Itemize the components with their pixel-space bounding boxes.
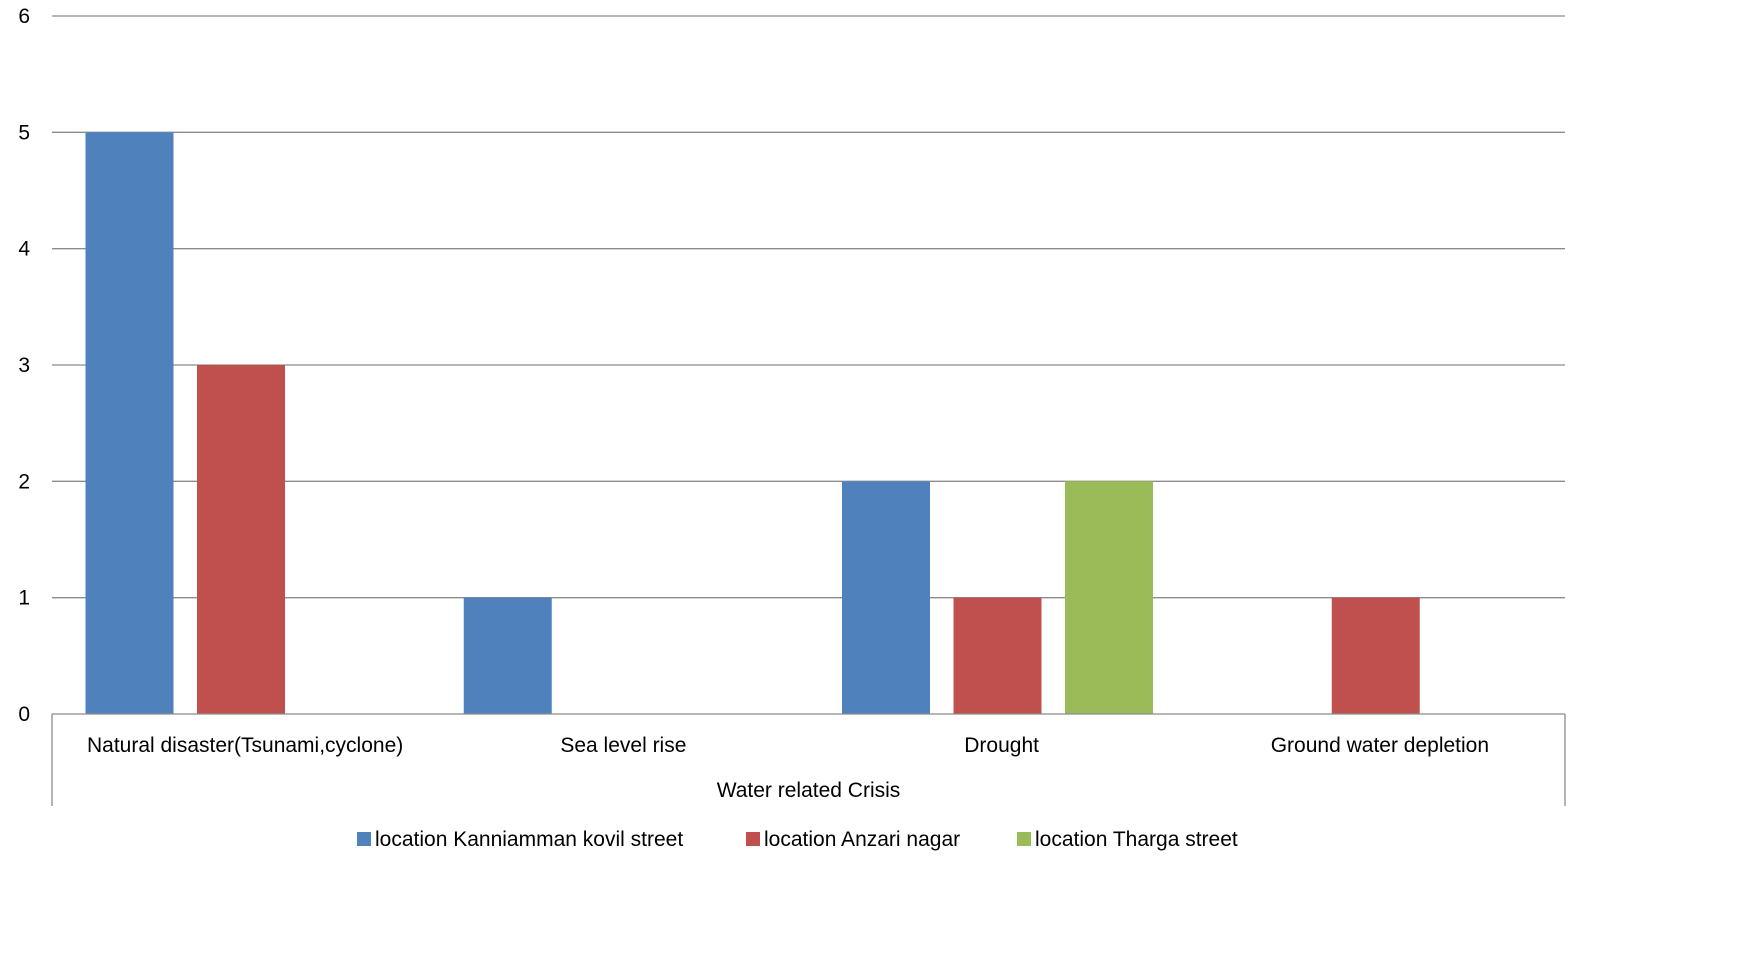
y-tick-label: 2: [18, 470, 30, 493]
y-tick-label: 6: [18, 5, 30, 28]
category-label: Natural disaster(Tsunami,cyclone): [87, 734, 403, 757]
legend-swatch: [1017, 832, 1031, 846]
bar: [197, 365, 285, 714]
bar: [1331, 597, 1420, 714]
bar: [953, 597, 1042, 714]
axes: [51, 713, 1566, 806]
y-tick-label: 3: [18, 354, 30, 377]
legend-label: location Anzari nagar: [764, 828, 960, 851]
y-tick-label: 0: [18, 703, 30, 726]
category-label: Drought: [964, 734, 1039, 757]
legend: location Kanniamman kovil street location…: [357, 828, 1238, 851]
x-axis-label: Water related Crisis: [717, 779, 901, 802]
category-label: Sea level rise: [560, 734, 686, 757]
bar: [1065, 481, 1153, 714]
y-axis-tick-labels: 0 1 2 3 4 5 6: [18, 5, 30, 726]
legend-label: location Kanniamman kovil street: [375, 828, 683, 851]
gridlines: [52, 15, 1565, 599]
y-tick-label: 4: [18, 238, 30, 261]
bars: [85, 132, 1420, 715]
bar: [85, 132, 174, 715]
legend-swatch: [357, 832, 371, 846]
legend-label: location Tharga street: [1035, 828, 1238, 851]
category-label: Ground water depletion: [1271, 734, 1489, 757]
bar: [842, 481, 930, 714]
y-tick-label: 5: [18, 121, 30, 144]
y-tick-label: 1: [18, 587, 30, 610]
category-labels: Natural disaster(Tsunami,cyclone) Sea lev…: [87, 734, 1489, 757]
legend-swatch: [746, 832, 760, 846]
bar: [463, 597, 552, 714]
